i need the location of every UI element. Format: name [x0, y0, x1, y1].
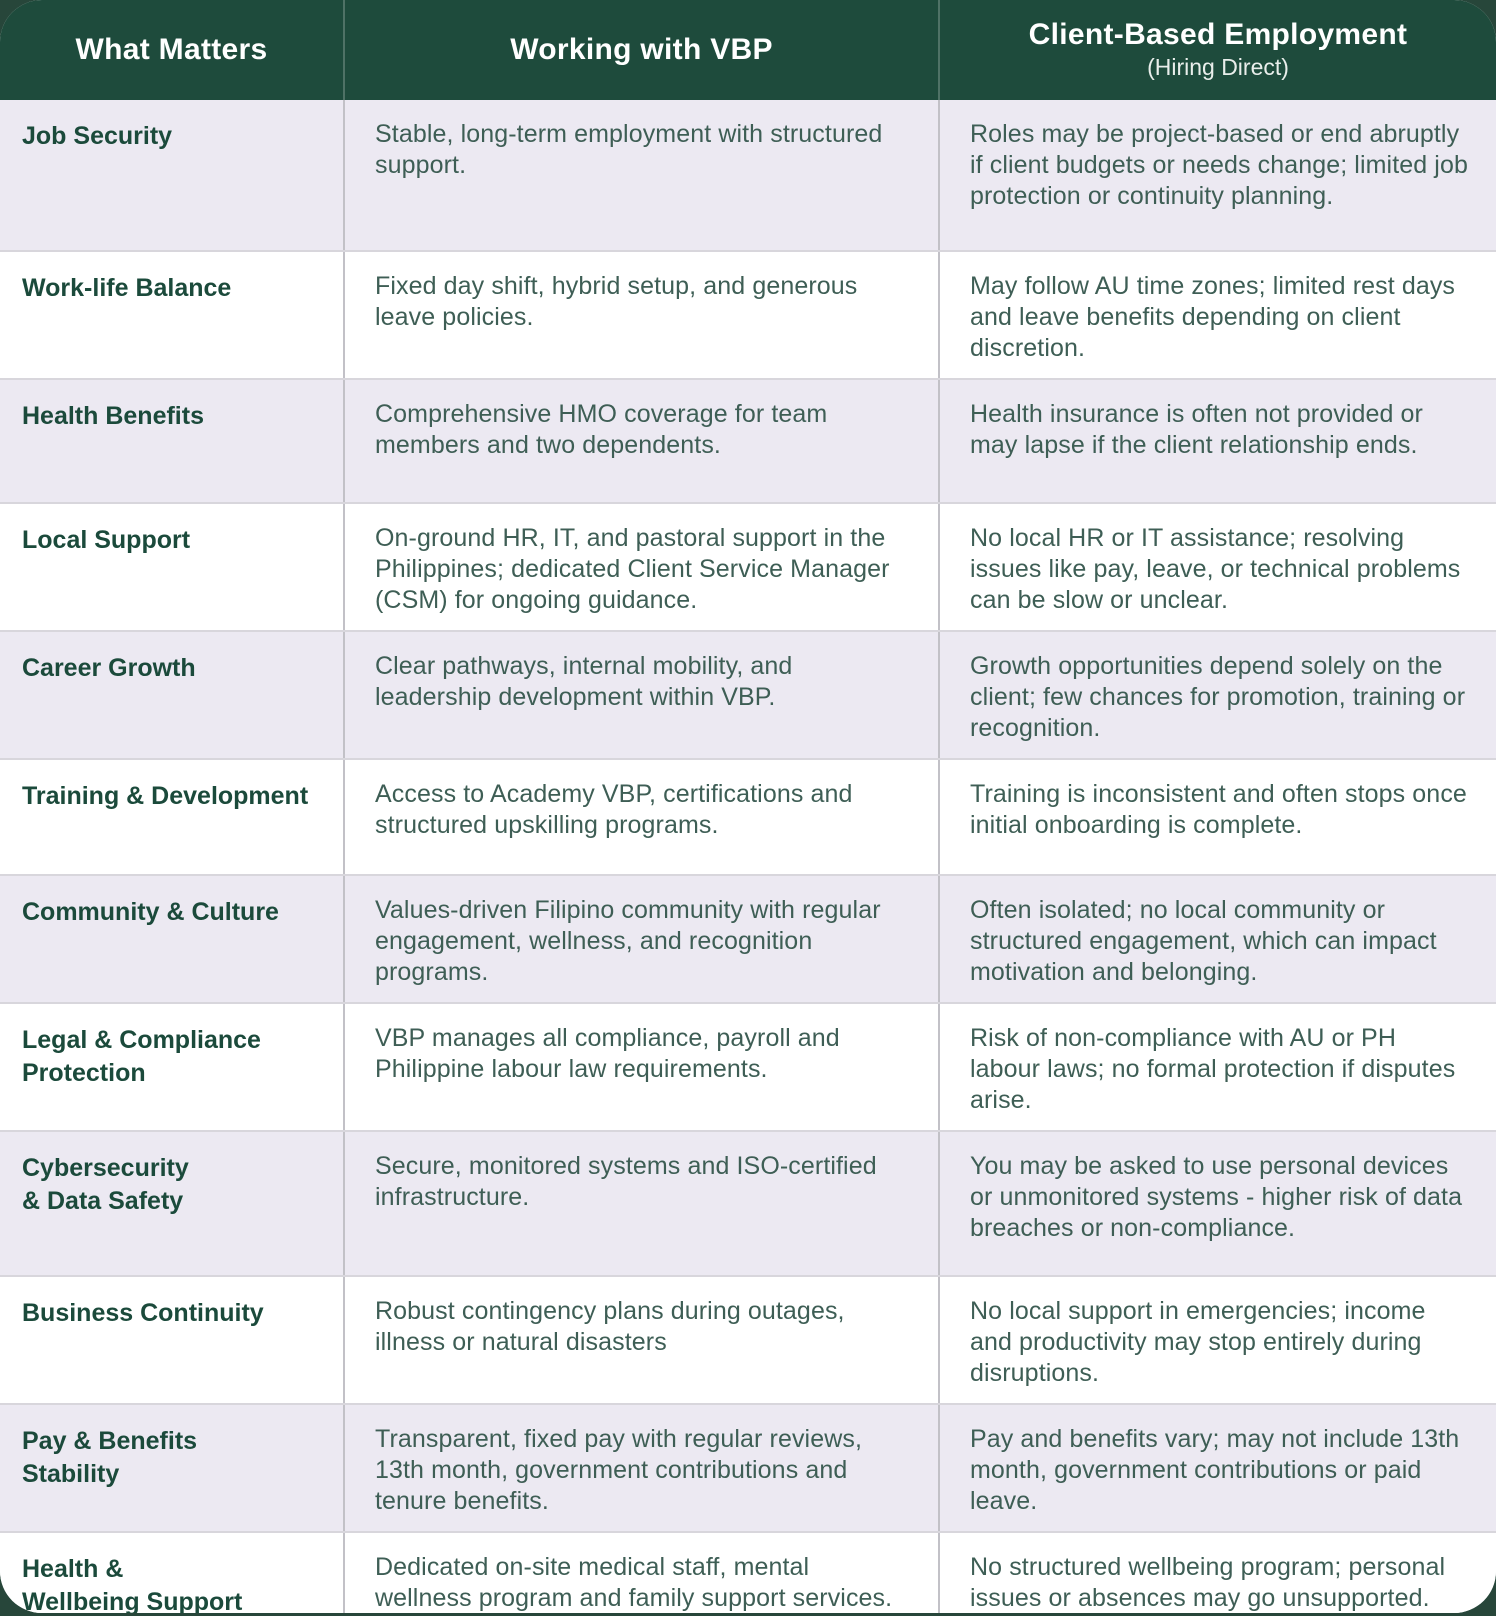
client-cell: Pay and benefits vary; may not include 1…: [970, 1425, 1460, 1515]
header-what-matters-label: What Matters: [75, 32, 268, 66]
header-what-matters: What Matters: [0, 0, 345, 100]
client-cell: Growth opportunities depend solely on th…: [970, 652, 1466, 742]
table-row-training-development: Training & Development Access to Academy…: [0, 760, 1496, 876]
row-label: Pay & Benefits Stability: [0, 1405, 345, 1531]
table-row-community-culture: Community & Culture Values-driven Filipi…: [0, 876, 1496, 1004]
row-label: Health Benefits: [0, 380, 345, 502]
table-row-cybersecurity-data-safety: Cybersecurity & Data Safety Secure, moni…: [0, 1132, 1496, 1277]
table-row-business-continuity: Business Continuity Robust contingency p…: [0, 1277, 1496, 1405]
row-label: Legal & Compliance Protection: [0, 1004, 345, 1130]
client-cell: No structured wellbeing program; persona…: [970, 1553, 1446, 1612]
vbp-cell: Access to Academy VBP, certifications an…: [345, 760, 940, 874]
table-row-health-benefits: Health Benefits Comprehensive HMO covera…: [0, 380, 1496, 504]
table-row-legal-compliance: Legal & Compliance Protection VBP manage…: [0, 1004, 1496, 1132]
vbp-cell: Transparent, fixed pay with regular revi…: [345, 1405, 940, 1531]
header-client-based-employment-label: Client-Based Employment: [1028, 17, 1408, 51]
table-row-local-support: Local Support On-ground HR, IT, and past…: [0, 504, 1496, 632]
client-cell: No local support in emergencies; income …: [970, 1297, 1426, 1387]
client-cell: May follow AU time zones; limited rest d…: [970, 272, 1456, 362]
table-header: What Matters Working with VBP Client-Bas…: [0, 0, 1496, 100]
row-label: Business Continuity: [0, 1277, 345, 1403]
row-label: Local Support: [0, 504, 345, 630]
table-row-health-wellbeing-support: Health & Wellbeing Support Dedicated on-…: [0, 1533, 1496, 1613]
vbp-cell: Robust contingency plans during outages,…: [345, 1277, 940, 1403]
client-cell: You may be asked to use personal devices…: [970, 1152, 1463, 1242]
row-label: Career Growth: [0, 632, 345, 758]
vbp-cell: On-ground HR, IT, and pastoral support i…: [345, 504, 940, 630]
vbp-cell: VBP manages all compliance, payroll and …: [345, 1004, 940, 1130]
vbp-cell: Fixed day shift, hybrid setup, and gener…: [345, 252, 940, 378]
client-cell: No local HR or IT assistance; resolving …: [970, 524, 1461, 614]
vbp-cell: Dedicated on-site medical staff, mental …: [345, 1533, 940, 1613]
vbp-cell: Comprehensive HMO coverage for team memb…: [345, 380, 940, 502]
client-cell: Roles may be project-based or end abrupt…: [970, 120, 1468, 210]
header-working-with-vbp-label: Working with VBP: [510, 32, 773, 66]
row-label: Job Security: [0, 100, 345, 250]
row-label: Work-life Balance: [0, 252, 345, 378]
client-cell: Training is inconsistent and often stops…: [970, 780, 1467, 839]
vbp-cell: Values-driven Filipino community with re…: [345, 876, 940, 1002]
header-client-based-employment: Client-Based Employment (Hiring Direct): [940, 0, 1496, 100]
header-working-with-vbp: Working with VBP: [345, 0, 940, 100]
client-cell: Often isolated; no local community or st…: [970, 896, 1437, 986]
row-label: Cybersecurity & Data Safety: [0, 1132, 345, 1275]
table-row-pay-benefits-stability: Pay & Benefits Stability Transparent, fi…: [0, 1405, 1496, 1533]
table-row-work-life-balance: Work-life Balance Fixed day shift, hybri…: [0, 252, 1496, 380]
table-row-job-security: Job Security Stable, long-term employmen…: [0, 100, 1496, 252]
row-label: Health & Wellbeing Support: [0, 1533, 345, 1613]
client-cell: Health insurance is often not provided o…: [970, 400, 1423, 459]
header-hiring-direct-label: (Hiring Direct): [1147, 54, 1289, 81]
vbp-cell: Clear pathways, internal mobility, and l…: [345, 632, 940, 758]
client-cell: Risk of non-compliance with AU or PH lab…: [970, 1024, 1456, 1114]
row-label: Training & Development: [0, 760, 345, 874]
vbp-cell: Stable, long-term employment with struct…: [345, 100, 940, 250]
table-body: Job Security Stable, long-term employmen…: [0, 100, 1496, 1613]
table-row-career-growth: Career Growth Clear pathways, internal m…: [0, 632, 1496, 760]
row-label: Community & Culture: [0, 876, 345, 1002]
vbp-cell: Secure, monitored systems and ISO-certif…: [345, 1132, 940, 1275]
